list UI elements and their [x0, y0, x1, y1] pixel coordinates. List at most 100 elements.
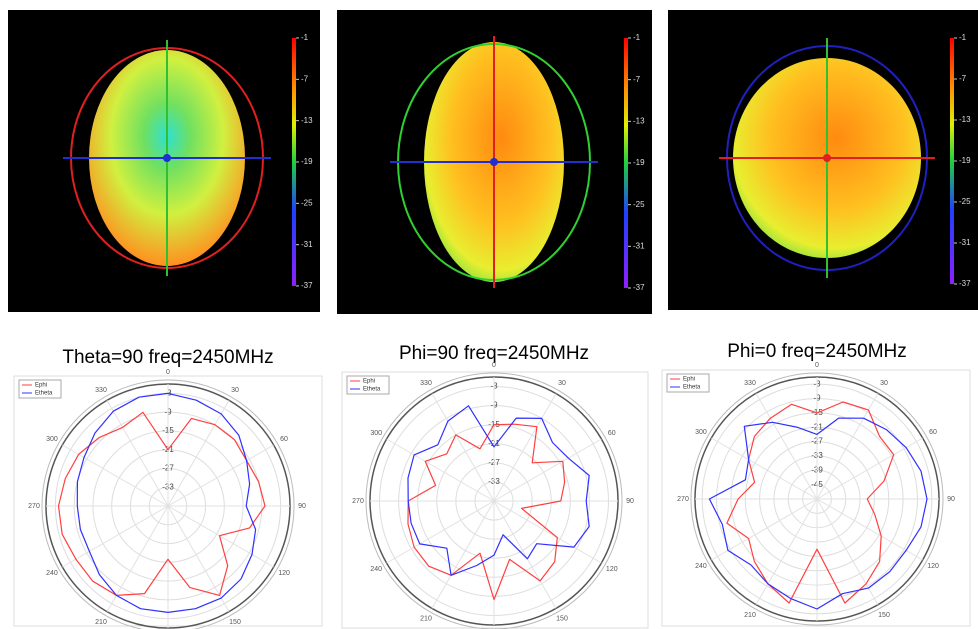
- grid-spoke: [816, 498, 879, 605]
- colorbar-tick-label: -7: [959, 74, 967, 83]
- grid-spoke: [816, 498, 923, 561]
- colorbar-tick-label: -37: [633, 283, 645, 292]
- chart-title: Phi=0 freq=2450MHz: [727, 341, 907, 362]
- grid-spoke: [816, 437, 923, 500]
- grid-spoke: [493, 500, 602, 564]
- colorbar-tick-label: -1: [959, 33, 967, 42]
- theta-tick-label: 240: [370, 566, 382, 573]
- theta-tick-label: 300: [46, 436, 58, 443]
- origin-dot: [490, 158, 498, 166]
- colorbar-tick-label: -19: [301, 157, 313, 166]
- theta-tick-label: 120: [927, 563, 939, 570]
- series-line: [708, 417, 928, 610]
- theta-tick-label: 120: [278, 570, 290, 577]
- colorbar-tick-label: -7: [301, 74, 309, 83]
- grid-spoke: [431, 500, 495, 609]
- theta-tick-label: 330: [744, 380, 756, 387]
- colorbar-tick-label: -13: [959, 115, 971, 124]
- theta-tick-label: 60: [280, 436, 288, 443]
- grid-spoke: [62, 444, 169, 507]
- colorbar-tick-label: -31: [633, 241, 645, 250]
- series-line: [407, 405, 590, 576]
- grid-spoke: [386, 438, 495, 502]
- theta-tick-label: 30: [558, 380, 566, 387]
- colorbar-tick-label: -31: [959, 238, 971, 247]
- theta-tick-label: 270: [28, 503, 40, 510]
- theta-tick-label: 90: [947, 496, 955, 503]
- colorbar-tick-label: -1: [301, 33, 309, 42]
- grid-spoke: [493, 438, 602, 502]
- colorbar: [624, 38, 628, 288]
- theta-tick-label: 300: [370, 430, 382, 437]
- legend-label: Ephi: [35, 383, 47, 389]
- grid-spoke: [62, 505, 169, 568]
- theta-tick-label: 60: [608, 430, 616, 437]
- colorbar: [950, 38, 954, 284]
- theta-tick-label: 270: [352, 498, 364, 505]
- theta-tick-label: 330: [420, 380, 432, 387]
- origin-dot: [823, 154, 831, 162]
- colorbar-tick-label: -37: [301, 281, 313, 290]
- legend-label: Ephi: [363, 379, 375, 385]
- series-line: [76, 392, 257, 613]
- chart-title: Theta=90 freq=2450MHz: [62, 347, 273, 368]
- theta-tick-label: 90: [626, 498, 634, 505]
- grid-spoke: [167, 444, 274, 507]
- legend-box: [18, 379, 62, 399]
- theta-tick-label: 330: [95, 387, 107, 394]
- colorbar-tick-label: -31: [301, 240, 313, 249]
- grid-spoke: [167, 400, 230, 507]
- grid-spoke: [167, 505, 230, 612]
- bezel: [41, 379, 295, 629]
- colorbar-tick-label: -37: [959, 279, 971, 288]
- legend-label: Etheta: [35, 391, 53, 397]
- grid-spoke: [493, 500, 557, 609]
- theta-tick-label: 240: [46, 570, 58, 577]
- series-line: [407, 423, 566, 601]
- grid-spoke: [755, 498, 818, 605]
- colorbar-tick-label: -7: [633, 75, 641, 84]
- grid-spoke: [711, 437, 818, 500]
- theta-tick-label: 30: [880, 380, 888, 387]
- legend-label: Etheta: [683, 385, 701, 391]
- legend-box: [346, 375, 390, 395]
- grid-spoke: [106, 505, 169, 612]
- colorbar-tick-label: -13: [633, 116, 645, 125]
- colorbar-tick-label: -19: [959, 156, 971, 165]
- grid-spoke: [711, 498, 818, 561]
- theta-tick-label: 150: [878, 612, 890, 619]
- legend-label: Etheta: [363, 387, 381, 393]
- origin-dot: [163, 154, 171, 162]
- grid-spoke: [816, 393, 879, 500]
- colorbar-tick-label: -25: [301, 198, 313, 207]
- theta-tick-label: 270: [677, 496, 689, 503]
- theta-tick-label: 300: [695, 429, 707, 436]
- theta-tick-label: 210: [420, 616, 432, 623]
- theta-tick-label: 0: [815, 362, 819, 369]
- colorbar-tick-label: -13: [301, 116, 313, 125]
- grid-spoke: [431, 393, 495, 502]
- grid-spoke: [167, 505, 274, 568]
- colorbar-tick-label: -19: [633, 158, 645, 167]
- theta-tick-label: 240: [695, 563, 707, 570]
- theta-tick-label: 30: [231, 387, 239, 394]
- theta-tick-label: 120: [606, 566, 618, 573]
- bezel: [365, 372, 623, 629]
- legend-box: [666, 373, 710, 393]
- grid-spoke: [755, 393, 818, 500]
- grid-spoke: [386, 500, 495, 564]
- colorbar-tick-label: -25: [959, 197, 971, 206]
- colorbar: [292, 38, 296, 286]
- theta-tick-label: 210: [95, 619, 107, 626]
- grid-spoke: [106, 400, 169, 507]
- theta-tick-label: 0: [166, 369, 170, 376]
- chart-title: Phi=90 freq=2450MHz: [399, 343, 589, 364]
- colorbar-tick-label: -25: [633, 200, 645, 209]
- theta-tick-label: 0: [492, 362, 496, 369]
- colorbar-tick-label: -1: [633, 33, 641, 42]
- theta-tick-label: 150: [556, 616, 568, 623]
- grid-spoke: [493, 393, 557, 502]
- legend-label: Ephi: [683, 377, 695, 383]
- bezel: [690, 372, 944, 626]
